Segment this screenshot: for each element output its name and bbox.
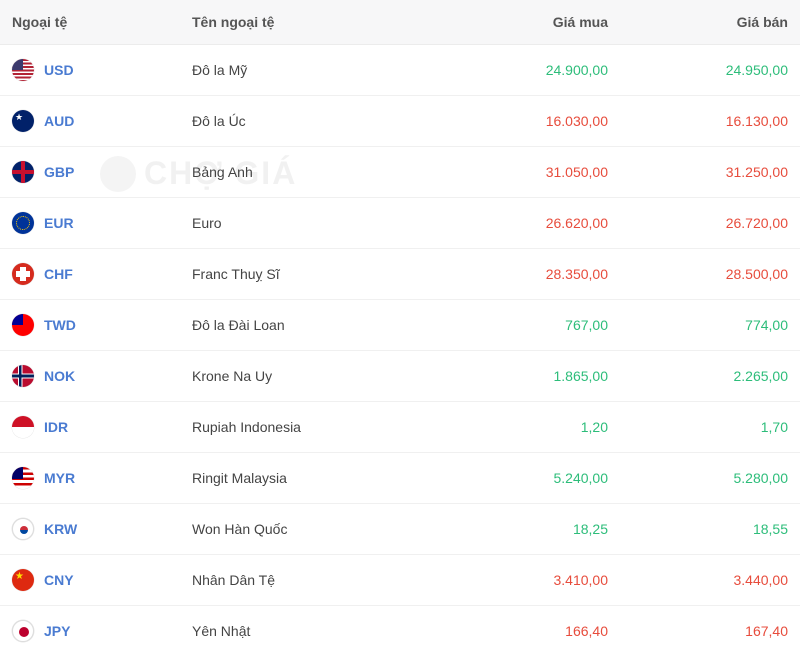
currency-code-link[interactable]: USD <box>44 62 74 78</box>
currency-code-link[interactable]: TWD <box>44 317 76 333</box>
table-row: MYR Ringit Malaysia5.240,005.280,00 <box>0 453 800 504</box>
cell-currency-name: Won Hàn Quốc <box>180 504 440 555</box>
table-row: NOK Krone Na Uy1.865,002.265,00 <box>0 351 800 402</box>
cell-currency-code: AUD <box>0 96 180 147</box>
cell-buy-price: 1.865,00 <box>440 351 620 402</box>
table-row: CHF Franc Thuỵ Sĩ28.350,0028.500,00 <box>0 249 800 300</box>
krw-flag-icon <box>12 518 34 540</box>
cell-sell-price: 26.720,00 <box>620 198 800 249</box>
cell-currency-name: Đô la Mỹ <box>180 45 440 96</box>
cell-currency-name: Đô la Úc <box>180 96 440 147</box>
twd-flag-icon <box>12 314 34 336</box>
table-row: CNY Nhân Dân Tệ3.410,003.440,00 <box>0 555 800 606</box>
cell-buy-price: 1,20 <box>440 402 620 453</box>
currency-code-link[interactable]: AUD <box>44 113 74 129</box>
cell-currency-name: Rupiah Indonesia <box>180 402 440 453</box>
table-row: USD Đô la Mỹ24.900,0024.950,00 <box>0 45 800 96</box>
cell-currency-code: IDR <box>0 402 180 453</box>
table-row: GBP Bảng Anh31.050,0031.250,00 <box>0 147 800 198</box>
cell-sell-price: 24.950,00 <box>620 45 800 96</box>
cell-currency-name: Đô la Đài Loan <box>180 300 440 351</box>
table-row: IDR Rupiah Indonesia1,201,70 <box>0 402 800 453</box>
table-row: KRW Won Hàn Quốc18,2518,55 <box>0 504 800 555</box>
gbp-flag-icon <box>12 161 34 183</box>
cny-flag-icon <box>12 569 34 591</box>
nok-flag-icon <box>12 365 34 387</box>
cell-buy-price: 26.620,00 <box>440 198 620 249</box>
cell-currency-name: Bảng Anh <box>180 147 440 198</box>
table-row: AUD Đô la Úc16.030,0016.130,00 <box>0 96 800 147</box>
cell-currency-code: TWD <box>0 300 180 351</box>
chf-flag-icon <box>12 263 34 285</box>
table-row: EUR Euro26.620,0026.720,00 <box>0 198 800 249</box>
header-buy-price: Giá mua <box>440 0 620 45</box>
cell-buy-price: 28.350,00 <box>440 249 620 300</box>
jpy-flag-icon <box>12 620 34 642</box>
currency-code-link[interactable]: GBP <box>44 164 74 180</box>
cell-buy-price: 24.900,00 <box>440 45 620 96</box>
cell-buy-price: 16.030,00 <box>440 96 620 147</box>
cell-sell-price: 16.130,00 <box>620 96 800 147</box>
cell-buy-price: 18,25 <box>440 504 620 555</box>
cell-sell-price: 18,55 <box>620 504 800 555</box>
cell-sell-price: 2.265,00 <box>620 351 800 402</box>
cell-sell-price: 31.250,00 <box>620 147 800 198</box>
cell-currency-name: Yên Nhật <box>180 606 440 656</box>
exchange-rate-table: Ngoại tệ Tên ngoại tệ Giá mua Giá bán US… <box>0 0 800 656</box>
cell-currency-name: Franc Thuỵ Sĩ <box>180 249 440 300</box>
cell-currency-name: Nhân Dân Tệ <box>180 555 440 606</box>
table-header-row: Ngoại tệ Tên ngoại tệ Giá mua Giá bán <box>0 0 800 45</box>
idr-flag-icon <box>12 416 34 438</box>
cell-currency-code: JPY <box>0 606 180 656</box>
currency-code-link[interactable]: CNY <box>44 572 74 588</box>
currency-code-link[interactable]: JPY <box>44 623 70 639</box>
usd-flag-icon <box>12 59 34 81</box>
cell-buy-price: 166,40 <box>440 606 620 656</box>
currency-code-link[interactable]: NOK <box>44 368 75 384</box>
cell-sell-price: 28.500,00 <box>620 249 800 300</box>
cell-currency-code: CHF <box>0 249 180 300</box>
currency-code-link[interactable]: MYR <box>44 470 75 486</box>
eur-flag-icon <box>12 212 34 234</box>
table-row: TWD Đô la Đài Loan767,00774,00 <box>0 300 800 351</box>
cell-currency-name: Krone Na Uy <box>180 351 440 402</box>
cell-currency-name: Ringit Malaysia <box>180 453 440 504</box>
cell-sell-price: 5.280,00 <box>620 453 800 504</box>
myr-flag-icon <box>12 467 34 489</box>
cell-buy-price: 3.410,00 <box>440 555 620 606</box>
cell-buy-price: 31.050,00 <box>440 147 620 198</box>
currency-code-link[interactable]: IDR <box>44 419 68 435</box>
cell-sell-price: 3.440,00 <box>620 555 800 606</box>
cell-currency-code: NOK <box>0 351 180 402</box>
cell-currency-code: USD <box>0 45 180 96</box>
currency-code-link[interactable]: CHF <box>44 266 73 282</box>
table-row: JPY Yên Nhật166,40167,40 <box>0 606 800 656</box>
aud-flag-icon <box>12 110 34 132</box>
cell-currency-code: MYR <box>0 453 180 504</box>
cell-currency-code: GBP <box>0 147 180 198</box>
currency-code-link[interactable]: KRW <box>44 521 77 537</box>
header-currency-name: Tên ngoại tệ <box>180 0 440 45</box>
header-sell-price: Giá bán <box>620 0 800 45</box>
cell-sell-price: 1,70 <box>620 402 800 453</box>
cell-buy-price: 5.240,00 <box>440 453 620 504</box>
header-currency-code: Ngoại tệ <box>0 0 180 45</box>
cell-currency-code: EUR <box>0 198 180 249</box>
cell-currency-code: KRW <box>0 504 180 555</box>
cell-currency-name: Euro <box>180 198 440 249</box>
cell-sell-price: 167,40 <box>620 606 800 656</box>
currency-code-link[interactable]: EUR <box>44 215 74 231</box>
cell-buy-price: 767,00 <box>440 300 620 351</box>
cell-currency-code: CNY <box>0 555 180 606</box>
cell-sell-price: 774,00 <box>620 300 800 351</box>
